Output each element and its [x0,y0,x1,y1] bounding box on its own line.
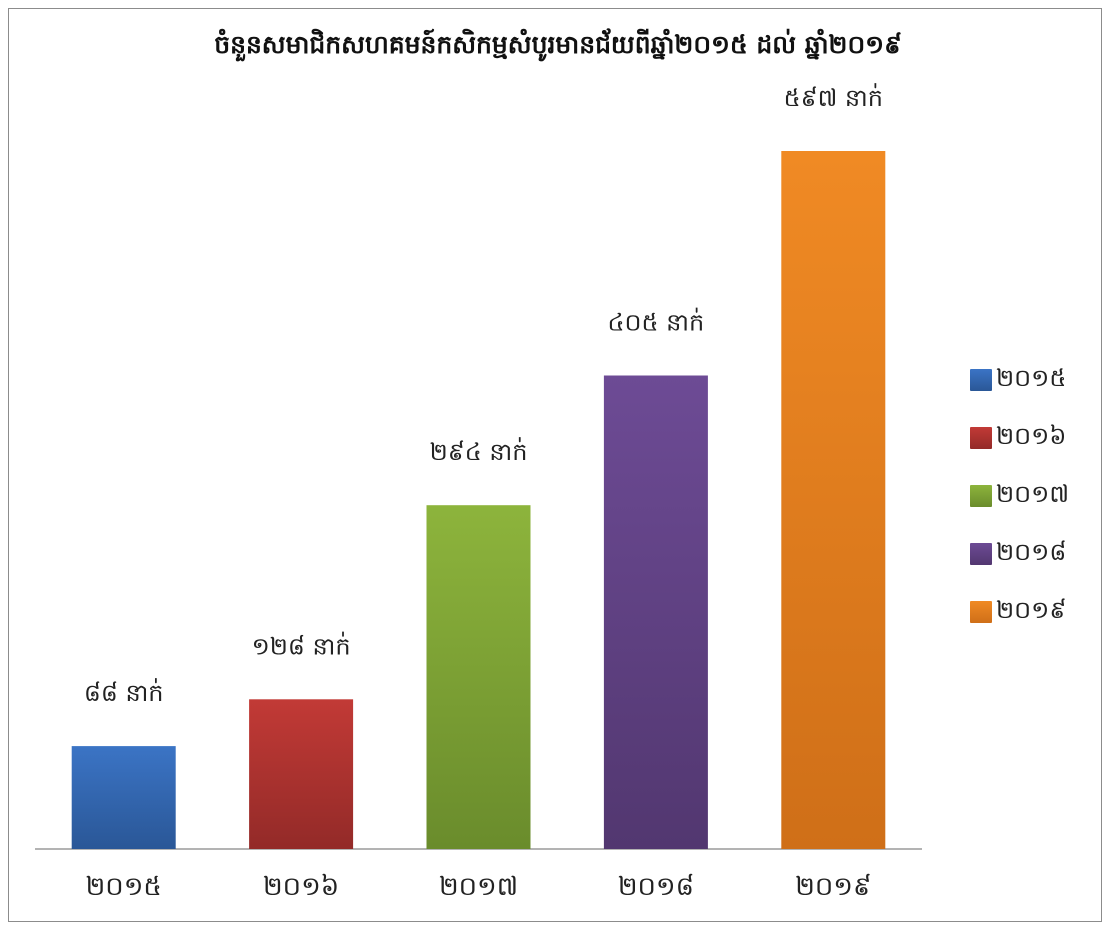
legend-label: ២០១៦ [996,421,1067,450]
data-label-2: ២៩៤ នាក់ [430,437,528,466]
bars-group [71,151,886,849]
x-tick-labels-group: ២០១៥ ២០១៦ ២០១៧ ២០១៨ ២០១៩ [86,872,872,902]
legend-item: ២០១៩ [970,595,1069,627]
bar-3 [603,375,708,849]
legend-swatch [970,601,992,623]
legend-swatch [970,369,992,391]
x-tick-label-3: ២០១៨ [618,872,694,902]
legend-label: ២០១៥ [996,363,1067,392]
data-labels-group: ៨៨ នាក់ ១២៨ នាក់ ២៩៤ នាក់ ៤០៥ នាក់ ៥៩៧ នាក់ [84,83,883,707]
chart-title: ចំនួនសមាជិកសហគមន៍កសិកម្មសំបូរមានជ័យពីឆ្ន… [214,30,902,59]
bar-1 [249,699,354,849]
legend-item: ២០១៦ [970,421,1069,453]
chart-frame [8,8,1102,922]
bar-0 [71,746,176,849]
legend-swatch [970,543,992,565]
x-tick-label-4: ២០១៩ [795,872,871,902]
legend-swatch [970,485,992,507]
legend-label: ២០១៧ [996,479,1070,508]
data-label-3: ៤០៥ នាក់ [608,308,705,337]
legend-swatch [970,427,992,449]
legend-item: ២០១៥ [970,363,1069,395]
legend-label: ២០១៩ [996,595,1067,624]
legend-item: ២០១៧ [970,479,1070,511]
legend-label: ២០១៨ [996,537,1067,566]
legend: ២០១៥ ២០១៦ ២០១៧ ២០១៨ ២០១៩ [970,363,1070,655]
x-tick-label-1: ២០១៦ [263,872,339,902]
legend-item: ២០១៨ [970,537,1069,569]
data-label-0: ៨៨ នាក់ [84,678,164,707]
data-label-4: ៥៩៧ នាក់ [784,83,883,112]
x-tick-label-2: ២០១៧ [439,872,518,902]
bar-2 [426,505,531,849]
data-label-1: ១២៨ នាក់ [252,631,351,660]
bar-4 [781,151,886,849]
x-tick-label-0: ២០១៥ [86,872,162,902]
